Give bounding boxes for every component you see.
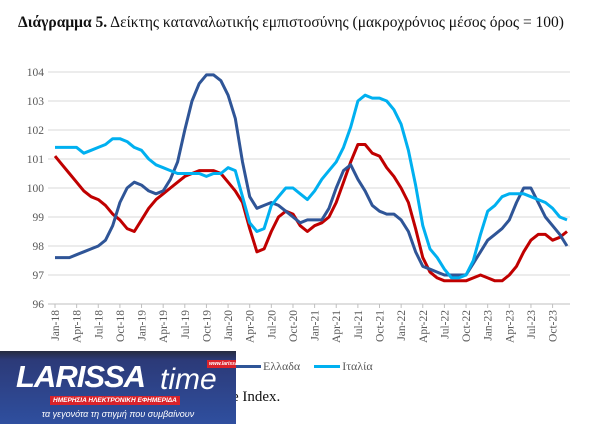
x-tick-label: Apr-21 [331,310,343,343]
x-tick-label: Jul-23 [526,310,538,339]
x-tick-label: Oct-18 [115,310,127,342]
x-tick-label: Jan-21 [310,310,322,341]
x-tick-label: Jul-18 [93,310,105,339]
logo-url: www.larissatime.gr [207,360,236,368]
x-tick-label: Jul-22 [439,310,451,339]
x-tick-label: Apr-18 [72,310,84,343]
series-line-italy [55,93,568,280]
logo-name-time: time [160,363,217,396]
legend-label-italy: Ιταλία [342,359,373,373]
legend-swatch-italy [314,365,341,368]
legend-label-greece: Ελλαδα [263,359,301,373]
y-tick-label: 98 [33,241,45,253]
y-tick-label: 97 [33,270,45,282]
y-tick-label: 104 [27,67,45,79]
x-tick-label: Oct-19 [201,310,213,342]
logo-subtitle: ΗΜΕΡΗΣΙΑ ΗΛΕΚΤΡΟΝΙΚΗ ΕΦΗΜΕΡΙΔΑ [50,396,180,405]
x-tick-label: Apr-19 [158,310,170,343]
x-tick-label: Oct-21 [375,310,387,342]
x-tick-label: Jan-23 [483,310,495,341]
y-tick-label: 96 [33,299,45,311]
source-caption: e Index. [232,389,281,405]
x-tick-label: Jan-20 [223,310,235,341]
x-tick-label: Oct-22 [461,310,473,342]
logo-slogan: τα γεγονότα τη στιγμή που συμβαίνουν [41,409,195,419]
logo-name: LARISSA [16,359,146,394]
y-tick-label: 103 [27,96,45,108]
x-tick-label: Apr-22 [418,310,430,343]
x-tick-label: Jan-19 [137,310,149,341]
x-tick-label: Jul-21 [353,310,365,339]
y-tick-label: 100 [27,183,45,195]
x-tick-label: Oct-20 [288,310,300,342]
x-tick-label: Apr-23 [504,310,516,343]
x-tick-label: Jul-20 [266,310,278,339]
legend-swatch-greece [235,365,261,368]
x-tick-label: Oct-23 [548,310,560,342]
y-tick-label: 99 [33,212,45,224]
legend-item-greece: Ελλαδα [235,359,300,374]
figure-number: Διάγραμμα 5. [18,14,108,31]
x-tick-label: Jan-18 [50,310,62,341]
larissatime-logo-banner[interactable]: LARISSA time www.larissatime.gr ΗΜΕΡΗΣΙΑ… [0,351,236,424]
x-tick-label: Apr-20 [245,310,257,343]
series-line-red [53,143,568,283]
series-line-greece [55,73,569,277]
chart-title: Διάγραμμα 5. Δείκτης καταναλωτικής εμπισ… [18,13,584,33]
title-text: Δείκτης καταναλωτικής εμπιστοσύνης (μακρ… [107,14,564,31]
y-tick-label: 102 [27,125,45,137]
y-tick-label: 101 [27,154,45,166]
x-tick-label: Jul-19 [180,310,192,339]
legend-item-italy: Ιταλία [314,359,373,374]
x-tick-label: Jan-22 [396,310,408,341]
legend: Ελλαδα Ιταλία [235,359,387,374]
